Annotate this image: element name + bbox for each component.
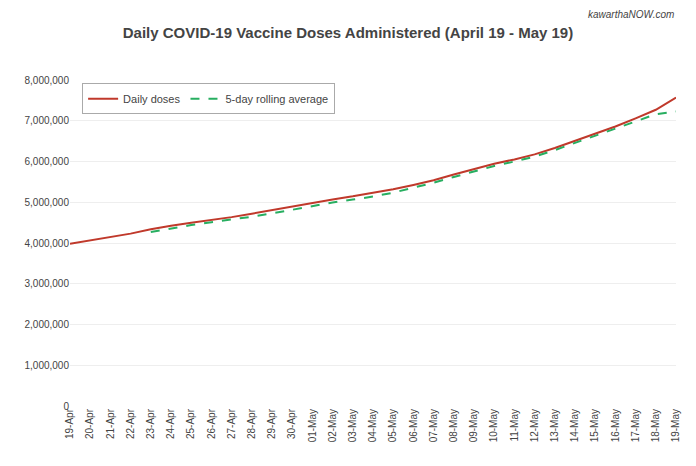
svg-text:8,000,000: 8,000,000: [25, 75, 70, 86]
svg-text:2,000,000: 2,000,000: [25, 319, 70, 330]
svg-text:03-May: 03-May: [347, 409, 358, 442]
svg-text:26-Apr: 26-Apr: [206, 408, 217, 439]
svg-text:15-May: 15-May: [589, 409, 600, 442]
svg-text:10-May: 10-May: [488, 409, 499, 442]
svg-text:4,000,000: 4,000,000: [25, 238, 70, 249]
svg-text:23-Apr: 23-Apr: [145, 408, 156, 439]
svg-text:28-Apr: 28-Apr: [246, 408, 257, 439]
svg-text:17-May: 17-May: [630, 409, 641, 442]
svg-text:3,000,000: 3,000,000: [25, 278, 70, 289]
svg-text:Daily doses: Daily doses: [123, 93, 180, 105]
svg-text:30-Apr: 30-Apr: [286, 408, 297, 439]
svg-text:11-May: 11-May: [509, 409, 520, 442]
svg-text:06-May: 06-May: [408, 409, 419, 442]
svg-text:kawarthaNOW.com: kawarthaNOW.com: [588, 9, 674, 20]
svg-text:5,000,000: 5,000,000: [25, 197, 70, 208]
svg-text:14-May: 14-May: [569, 409, 580, 442]
svg-text:19-Apr: 19-Apr: [64, 408, 75, 439]
svg-text:16-May: 16-May: [610, 409, 621, 442]
svg-text:21-Apr: 21-Apr: [105, 408, 116, 439]
svg-text:22-Apr: 22-Apr: [125, 408, 136, 439]
svg-text:5-day rolling average: 5-day rolling average: [225, 93, 328, 105]
svg-text:Daily COVID-19 Vaccine Doses A: Daily COVID-19 Vaccine Doses Administere…: [123, 24, 573, 41]
svg-text:08-May: 08-May: [448, 409, 459, 442]
svg-text:13-May: 13-May: [549, 409, 560, 442]
svg-text:19-May: 19-May: [670, 409, 681, 442]
svg-text:29-Apr: 29-Apr: [266, 408, 277, 439]
svg-text:0: 0: [63, 401, 69, 412]
svg-text:7,000,000: 7,000,000: [25, 115, 70, 126]
svg-text:09-May: 09-May: [468, 409, 479, 442]
svg-text:6,000,000: 6,000,000: [25, 156, 70, 167]
svg-text:02-May: 02-May: [327, 409, 338, 442]
svg-text:27-Apr: 27-Apr: [226, 408, 237, 439]
svg-text:04-May: 04-May: [367, 409, 378, 442]
svg-text:1,000,000: 1,000,000: [25, 360, 70, 371]
svg-text:25-Apr: 25-Apr: [185, 408, 196, 439]
svg-text:01-May: 01-May: [307, 409, 318, 442]
svg-text:05-May: 05-May: [387, 409, 398, 442]
svg-text:20-Apr: 20-Apr: [84, 408, 95, 439]
svg-text:07-May: 07-May: [428, 409, 439, 442]
svg-text:24-Apr: 24-Apr: [165, 408, 176, 439]
svg-text:18-May: 18-May: [650, 409, 661, 442]
svg-text:12-May: 12-May: [529, 409, 540, 442]
